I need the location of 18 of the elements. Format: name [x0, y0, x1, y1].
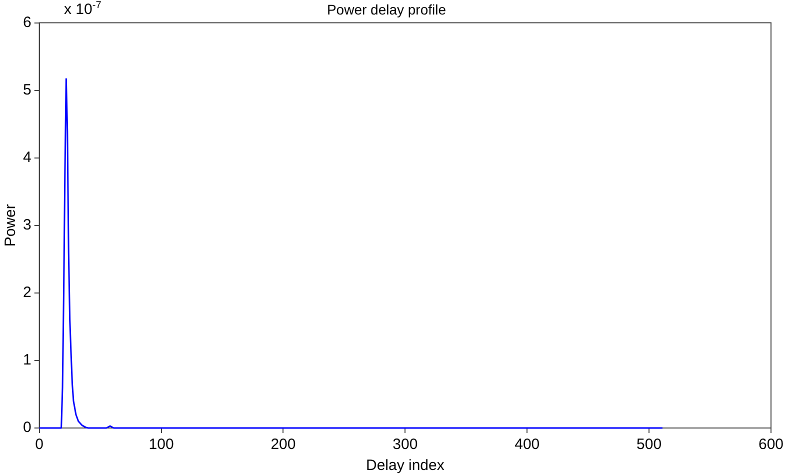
- x-tick-label: 500: [636, 436, 662, 454]
- x-tick-label: 600: [758, 436, 784, 454]
- y-tick-label: 0: [23, 419, 32, 436]
- y-tick-label: 6: [23, 14, 32, 31]
- x-tick-label: 0: [35, 436, 44, 454]
- y-tick-label: 5: [23, 81, 32, 98]
- y-tick-label: 1: [23, 352, 32, 369]
- y-tick-label: 4: [23, 149, 32, 166]
- x-tick-label: 100: [148, 436, 174, 454]
- y-tick-label: 3: [23, 216, 32, 234]
- x-tick-label: 400: [514, 436, 540, 454]
- y-axis-title: Power: [2, 204, 20, 247]
- x-tick-label: 200: [270, 436, 296, 454]
- y-tick-label: 2: [23, 284, 32, 302]
- text: x 10$^{-7}$: [64, 0, 102, 18]
- x-tick-label: 300: [392, 436, 418, 454]
- chart-title: Power delay profile: [326, 1, 446, 18]
- x-axis-title: Delay index: [366, 457, 445, 474]
